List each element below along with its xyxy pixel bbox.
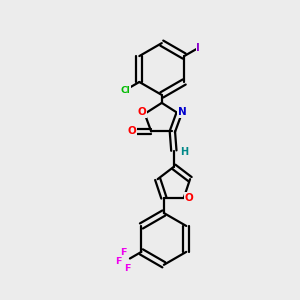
Text: I: I [196,43,200,53]
Text: H: H [180,147,188,157]
Text: F: F [124,264,130,273]
Text: O: O [128,126,136,136]
Text: O: O [137,107,146,117]
Text: Cl: Cl [120,85,130,94]
Text: O: O [185,193,194,203]
Text: F: F [115,257,122,266]
Text: N: N [178,107,187,117]
Text: F: F [120,248,127,256]
